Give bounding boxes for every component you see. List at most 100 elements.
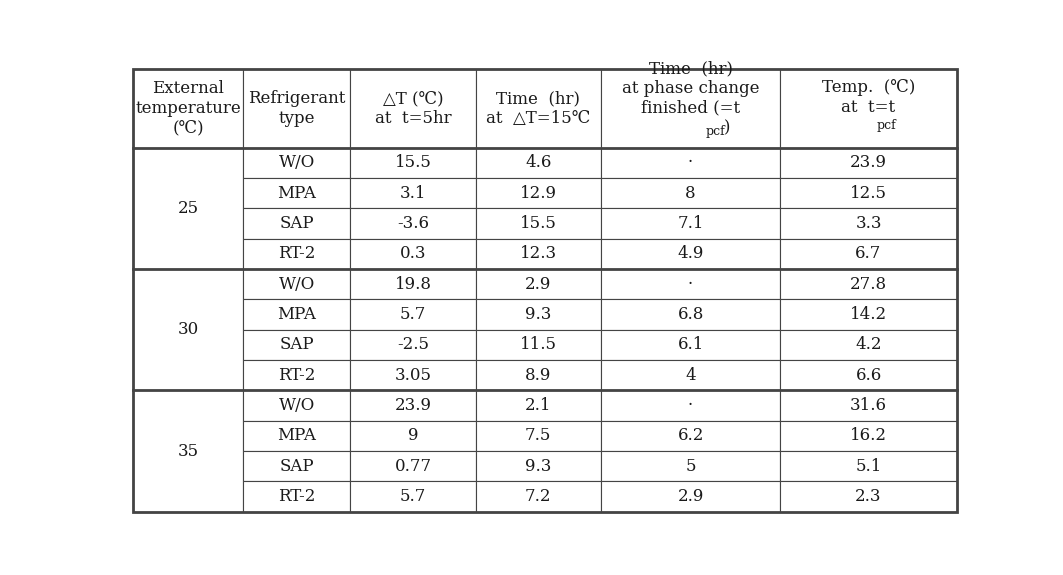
Bar	[780, 390, 957, 421]
Bar	[475, 421, 601, 451]
Bar	[475, 69, 601, 148]
Bar	[601, 209, 780, 239]
Text: 14.2: 14.2	[850, 306, 888, 323]
Text: 3.1: 3.1	[400, 185, 426, 202]
Bar	[351, 330, 475, 360]
Text: -3.6: -3.6	[396, 215, 429, 232]
Bar	[780, 451, 957, 481]
Text: 9.3: 9.3	[525, 458, 552, 475]
Text: Temp.  (℃)
at  t=t: Temp. (℃) at t=t	[822, 79, 915, 116]
Bar	[780, 148, 957, 178]
Text: MPA: MPA	[277, 427, 317, 444]
Text: 23.9: 23.9	[850, 155, 887, 171]
Text: pcf: pcf	[706, 125, 725, 139]
Bar	[243, 421, 351, 451]
Text: 6.8: 6.8	[677, 306, 704, 323]
Bar	[351, 178, 475, 209]
Bar	[243, 300, 351, 330]
Bar	[780, 300, 957, 330]
Bar	[601, 69, 780, 148]
Bar	[133, 69, 243, 148]
Text: RT-2: RT-2	[279, 367, 316, 384]
Text: Refrigerant
type: Refrigerant type	[248, 90, 345, 126]
Bar	[351, 148, 475, 178]
Bar	[243, 390, 351, 421]
Text: 7.5: 7.5	[525, 427, 552, 444]
Text: 19.8: 19.8	[394, 276, 432, 293]
Bar	[601, 451, 780, 481]
Text: 16.2: 16.2	[850, 427, 887, 444]
Text: 4: 4	[686, 367, 696, 384]
Bar	[475, 269, 601, 300]
Bar	[601, 239, 780, 269]
Bar	[475, 239, 601, 269]
Bar	[243, 481, 351, 512]
Bar	[475, 148, 601, 178]
Text: 2.3: 2.3	[856, 488, 882, 505]
Text: 15.5: 15.5	[520, 215, 557, 232]
Text: 23.9: 23.9	[394, 397, 432, 414]
Bar	[780, 421, 957, 451]
Text: 2.9: 2.9	[677, 488, 704, 505]
Text: 5.7: 5.7	[400, 306, 426, 323]
Text: 5.7: 5.7	[400, 488, 426, 505]
Bar	[601, 421, 780, 451]
Bar	[351, 69, 475, 148]
Text: 15.5: 15.5	[394, 155, 432, 171]
Text: W/O: W/O	[279, 155, 315, 171]
Text: ·: ·	[688, 397, 693, 414]
Bar	[475, 300, 601, 330]
Text: 5.1: 5.1	[856, 458, 881, 475]
Text: 0.3: 0.3	[400, 246, 426, 262]
Bar	[133, 390, 243, 512]
Bar	[243, 360, 351, 390]
Bar	[243, 69, 351, 148]
Text: ·: ·	[688, 276, 693, 293]
Bar	[351, 360, 475, 390]
Bar	[475, 360, 601, 390]
Text: 3.3: 3.3	[856, 215, 882, 232]
Bar	[243, 148, 351, 178]
Text: 0.77: 0.77	[394, 458, 432, 475]
Bar	[243, 209, 351, 239]
Text: 11.5: 11.5	[520, 336, 557, 354]
Text: 12.3: 12.3	[520, 246, 557, 262]
Text: 31.6: 31.6	[850, 397, 887, 414]
Bar	[601, 148, 780, 178]
Bar	[351, 390, 475, 421]
Text: MPA: MPA	[277, 306, 317, 323]
Text: 2.1: 2.1	[525, 397, 552, 414]
Text: 30: 30	[178, 321, 199, 338]
Bar	[243, 178, 351, 209]
Bar	[351, 481, 475, 512]
Text: W/O: W/O	[279, 397, 315, 414]
Text: 6.6: 6.6	[856, 367, 881, 384]
Bar	[243, 239, 351, 269]
Bar	[601, 300, 780, 330]
Text: 7.1: 7.1	[677, 215, 704, 232]
Text: △T (℃)
at  t=5hr: △T (℃) at t=5hr	[374, 90, 452, 126]
Text: pcf: pcf	[877, 118, 896, 132]
Bar	[780, 360, 957, 390]
Text: 9: 9	[408, 427, 418, 444]
Text: 5: 5	[686, 458, 696, 475]
Text: SAP: SAP	[280, 458, 315, 475]
Bar	[780, 481, 957, 512]
Bar	[780, 69, 957, 148]
Text: 4.6: 4.6	[525, 155, 552, 171]
Text: 6.1: 6.1	[677, 336, 704, 354]
Text: RT-2: RT-2	[279, 488, 316, 505]
Bar	[601, 269, 780, 300]
Text: 27.8: 27.8	[850, 276, 888, 293]
Text: ·: ·	[688, 155, 693, 171]
Bar	[133, 148, 243, 269]
Bar	[243, 269, 351, 300]
Bar	[601, 390, 780, 421]
Bar	[475, 178, 601, 209]
Bar	[601, 481, 780, 512]
Bar	[780, 269, 957, 300]
Bar	[133, 269, 243, 390]
Text: SAP: SAP	[280, 336, 315, 354]
Bar	[243, 330, 351, 360]
Text: 8.9: 8.9	[525, 367, 552, 384]
